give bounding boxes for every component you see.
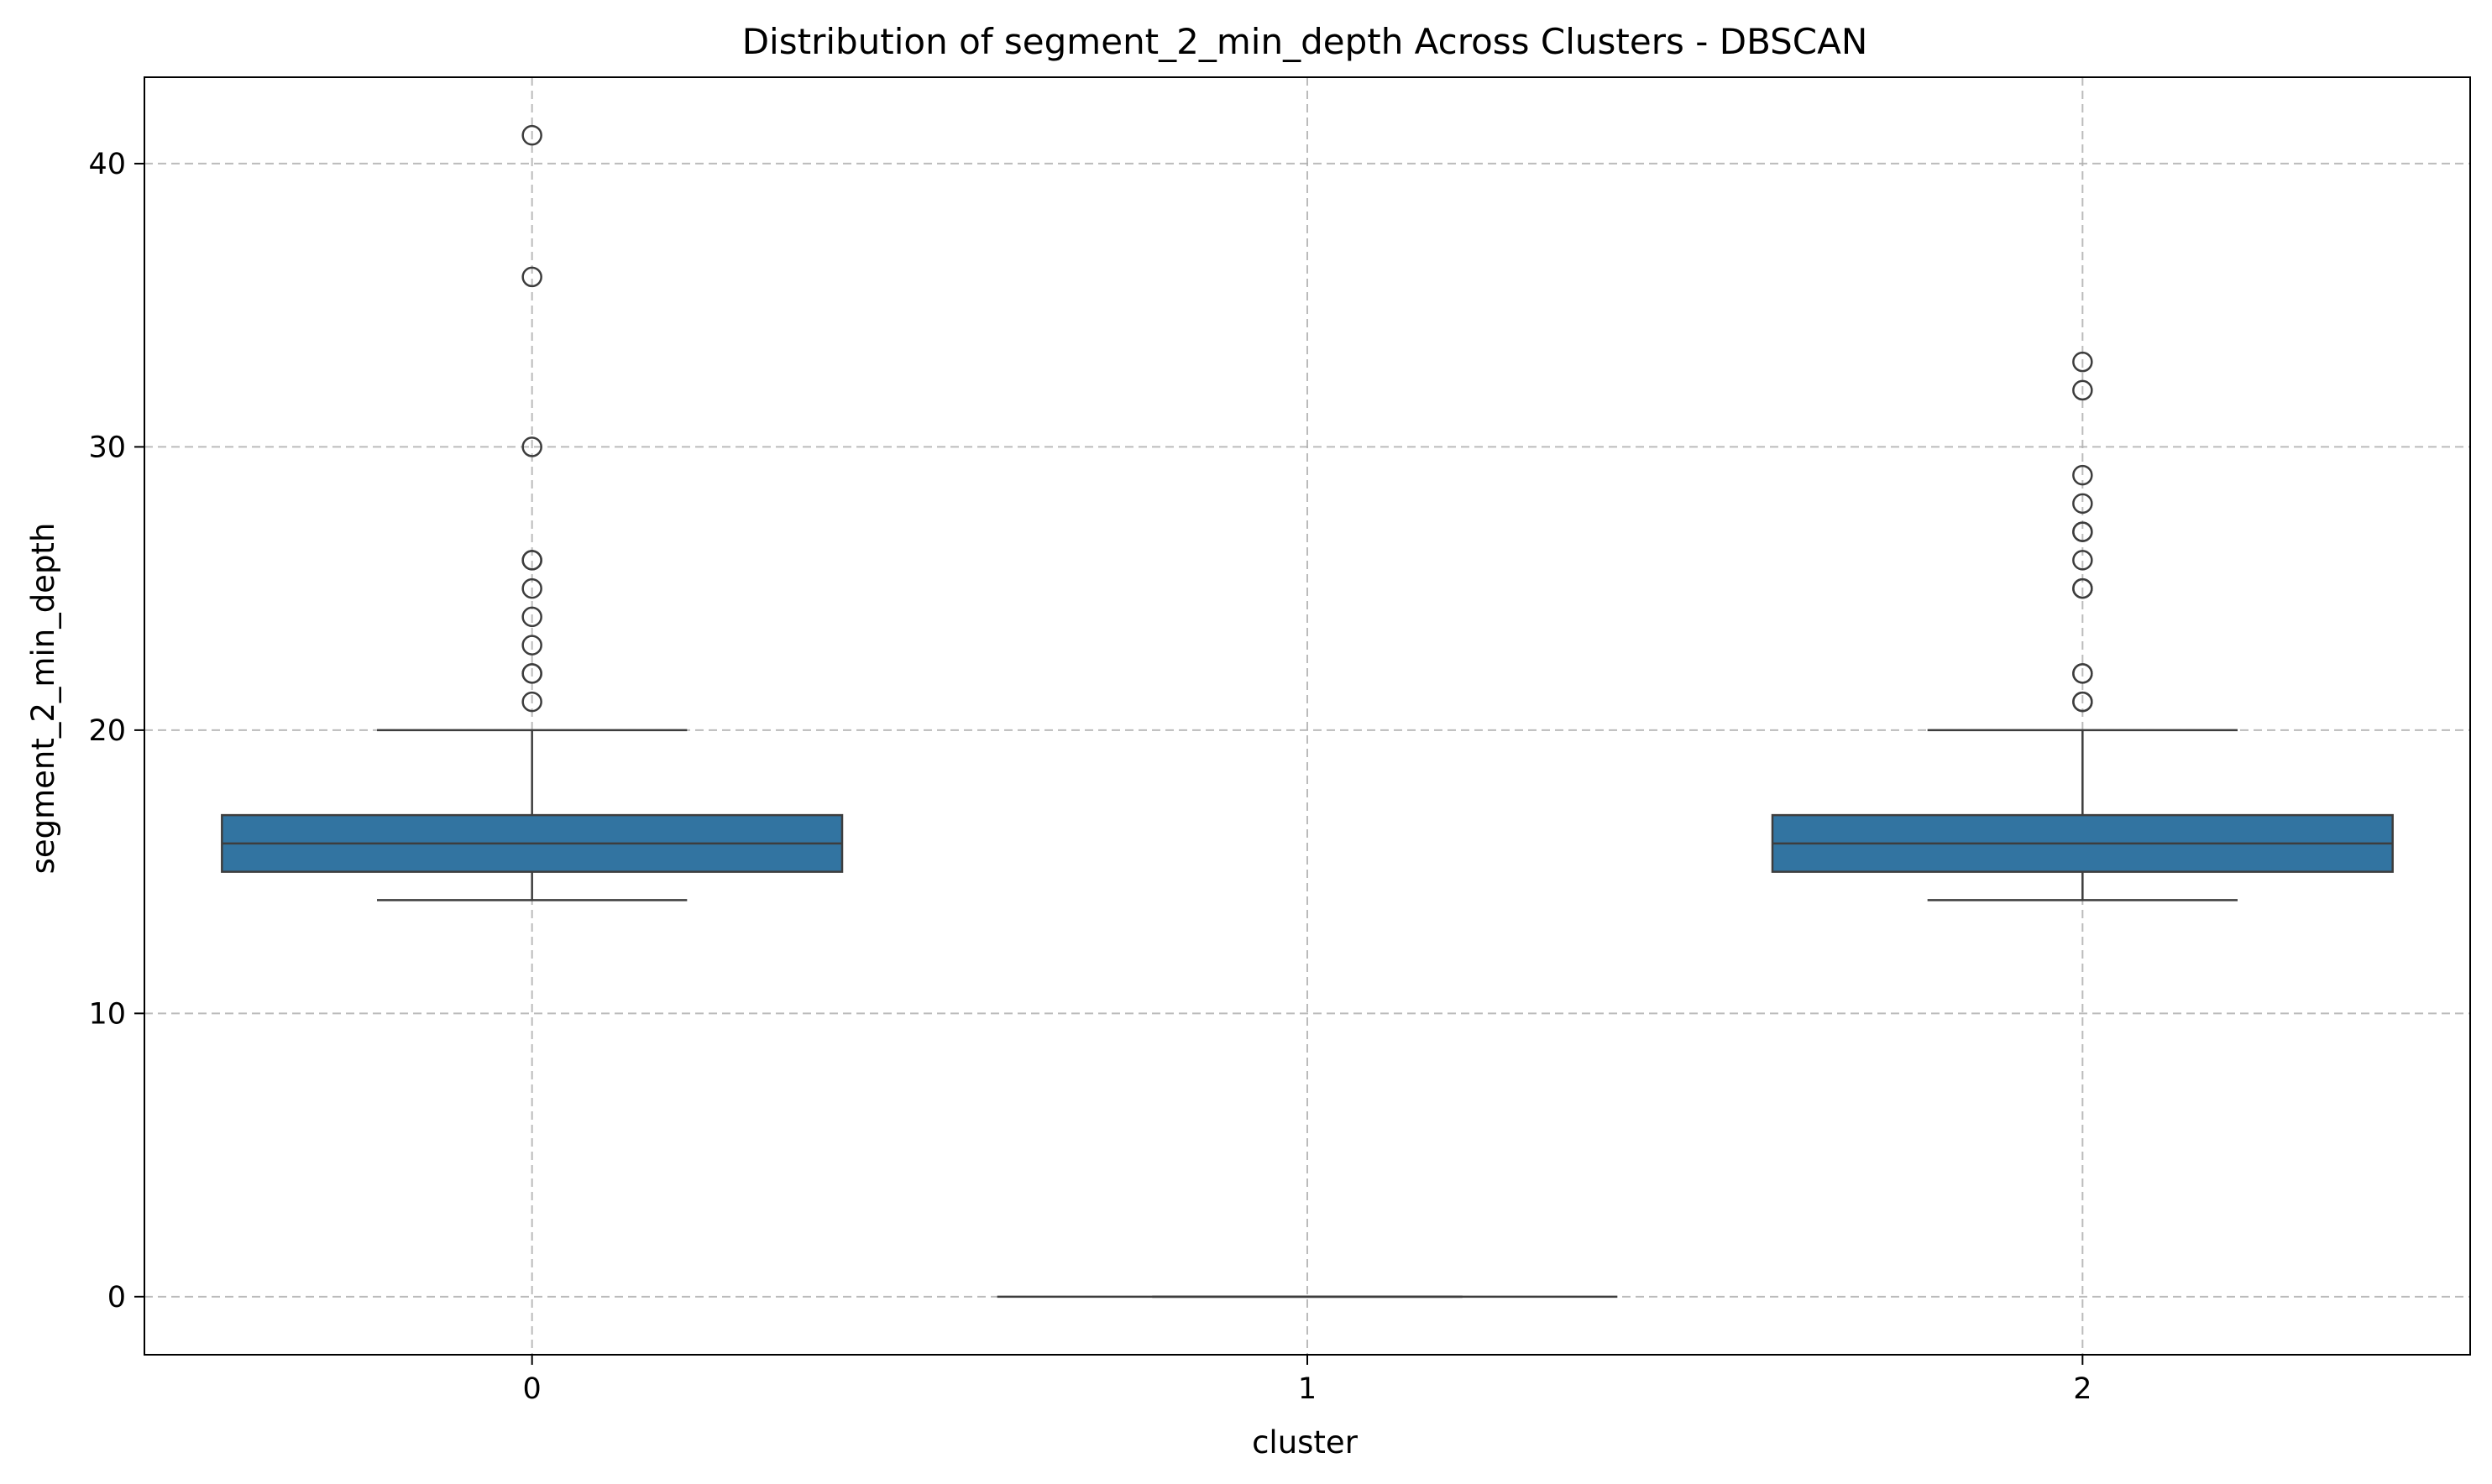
grid-lines [144,77,2470,1355]
outlier-point [2072,577,2093,599]
plot-frame [144,76,2471,1356]
outlier-point [2072,379,2093,401]
y-axis-label: segment_2_min_depth [25,523,61,875]
outlier-point [2072,521,2093,542]
outlier-point [521,606,542,628]
outlier-point [2072,691,2093,713]
outlier-point [2072,351,2093,373]
outlier-point [521,663,542,684]
outlier-point [521,691,542,713]
outlier-point [521,436,542,457]
boxes-layer [221,124,2394,1298]
x-axis-label: cluster [1252,1424,1359,1460]
outlier-point [2072,550,2093,571]
outlier-point [521,266,542,288]
x-tick-label-1: 1 [1298,1372,1317,1406]
box-cluster-0 [221,124,844,901]
outlier-point [2072,493,2093,515]
x-tick-label-0: 0 [523,1372,542,1406]
box-cluster-2 [1771,351,2394,901]
y-tick-label-0: 0 [107,1281,126,1314]
outlier-point [2072,663,2093,684]
x-tick-label-2: 2 [2073,1372,2092,1406]
y-tick-label-3: 30 [88,431,126,464]
outlier-point [521,124,542,146]
chart-title: Distribution of segment_2_min_depth Acro… [742,21,1868,62]
outlier-point [521,577,542,599]
axes: 0 10 20 30 40 0 1 2 [88,76,2471,1406]
y-tick-label-4: 40 [88,148,126,181]
outlier-point [2072,464,2093,486]
y-tick-label-1: 10 [88,997,126,1031]
outlier-point [521,550,542,571]
y-tick-label-2: 20 [88,714,126,748]
outlier-point [521,635,542,656]
